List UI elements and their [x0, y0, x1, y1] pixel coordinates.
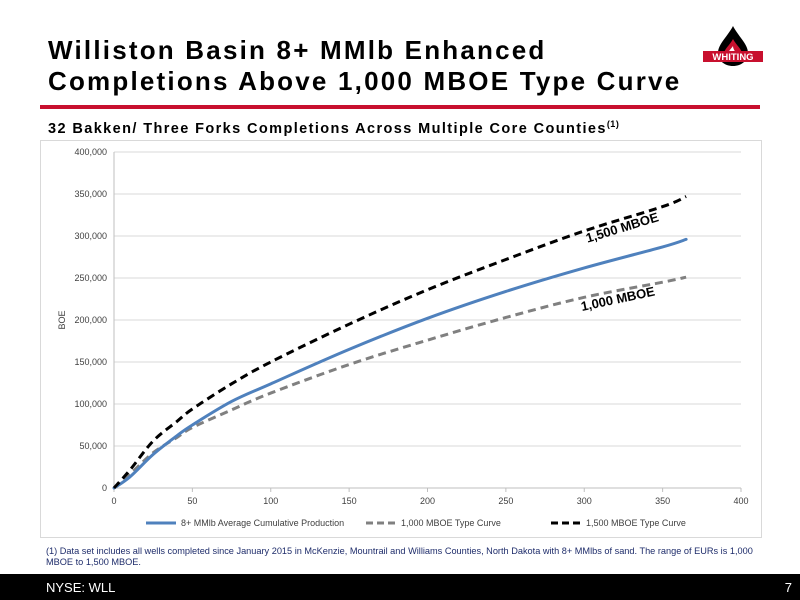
x-tick-label: 50 [187, 496, 197, 506]
y-tick-label: 100,000 [74, 399, 107, 409]
slide-title: Williston Basin 8+ MMlb Enhanced Complet… [48, 35, 708, 97]
whiting-logo: WHITING [702, 24, 764, 74]
x-tick-label: 150 [342, 496, 357, 506]
footnote-reference: (1) [606, 119, 620, 129]
y-tick-label: 350,000 [74, 189, 107, 199]
chart-subtitle: 32 Bakken/ Three Forks Completions Acros… [48, 119, 619, 137]
curve-annotation-1: 1,000 MBOE [579, 284, 656, 314]
legend-label-1: 1,000 MBOE Type Curve [401, 518, 501, 528]
y-tick-label: 250,000 [74, 273, 107, 283]
slide-title-line-1: Williston Basin 8+ MMlb Enhanced [48, 35, 547, 65]
y-tick-label: 200,000 [74, 315, 107, 325]
y-tick-label: 150,000 [74, 357, 107, 367]
chart-container: 0 50,000 100,000 150,000 200,000 250,000 300,0… [40, 140, 762, 538]
series-line-2 [112, 195, 687, 489]
y-tick-label: 0 [102, 483, 107, 493]
legend-label-0: 8+ MMlb Average Cumulative Production [181, 518, 344, 528]
x-tick-label: 400 [733, 496, 748, 506]
stock-ticker: NYSE: WLL [46, 580, 116, 595]
x-tick-label: 200 [420, 496, 435, 506]
x-tick-label: 0 [111, 496, 116, 506]
chart-subtitle-text: 32 Bakken/ Three Forks Completions Acros… [48, 120, 607, 137]
series-line-0 [112, 237, 688, 490]
slide-title-line-2: Completions Above 1,000 MBOE Type Curve [48, 66, 682, 96]
x-tick-label: 300 [577, 496, 592, 506]
footnote: (1) Data set includes all wells complete… [46, 546, 753, 567]
footer-bar: NYSE: WLL 7 [0, 574, 800, 600]
y-tick-label: 300,000 [74, 231, 107, 241]
production-chart: 0 50,000 100,000 150,000 200,000 250,000 300,0… [57, 147, 749, 528]
legend-label-2: 1,500 MBOE Type Curve [586, 518, 686, 528]
x-tick-label: 350 [655, 496, 670, 506]
y-tick-label: 400,000 [74, 147, 107, 157]
whiting-logo-icon: WHITING [703, 26, 763, 66]
x-tick-label: 100 [263, 496, 278, 506]
x-tick-label: 250 [498, 496, 513, 506]
logo-wordmark: WHITING [712, 52, 753, 63]
title-divider [40, 105, 760, 109]
curve-annotation-0: 1,500 MBOE [584, 209, 661, 245]
page-number: 7 [784, 580, 792, 595]
y-tick-label: 50,000 [79, 441, 107, 451]
y-axis-label: BOE [57, 310, 67, 329]
